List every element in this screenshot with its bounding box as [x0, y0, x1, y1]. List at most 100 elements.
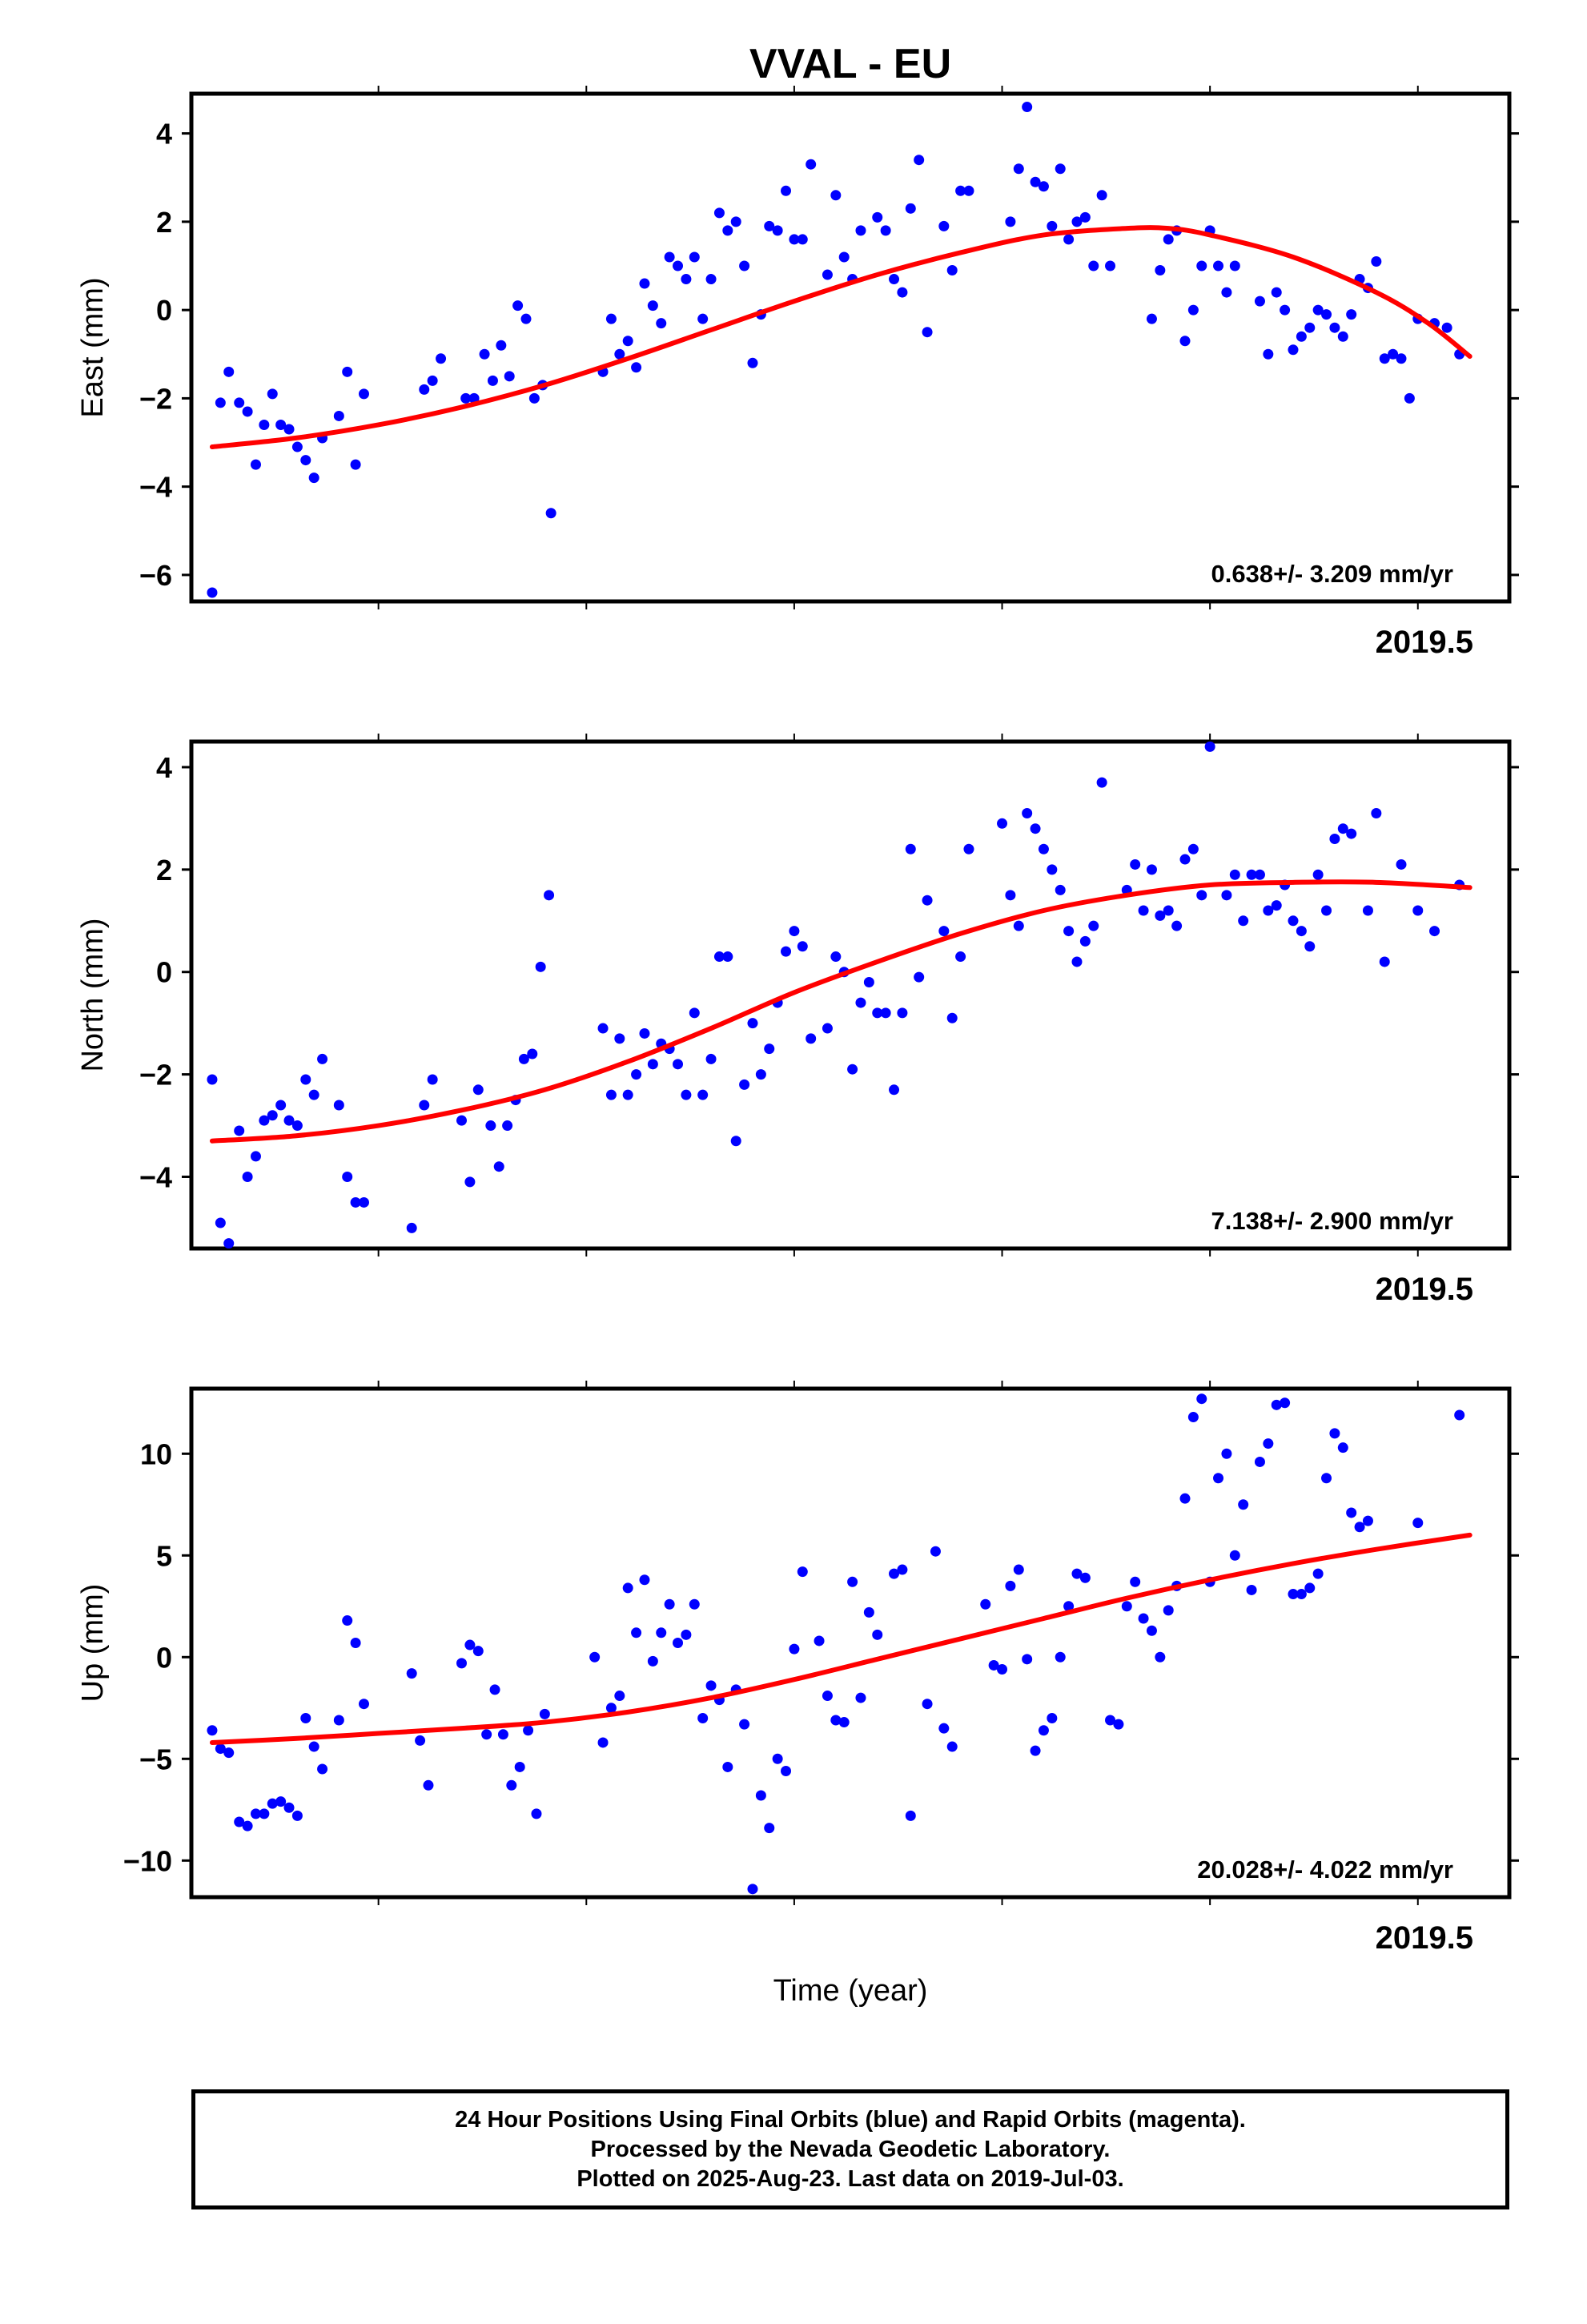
velocity-label: 7.138+/- 2.900 mm/yr [1211, 1207, 1453, 1235]
data-point [739, 1079, 750, 1090]
data-point [1371, 255, 1382, 267]
data-point [880, 225, 891, 236]
data-point [789, 234, 800, 245]
data-point [1362, 905, 1373, 916]
data-point [1329, 833, 1340, 844]
data-point [1246, 869, 1257, 880]
data-point [830, 951, 842, 963]
data-point [631, 1069, 642, 1080]
y-tick-label: 0 [156, 294, 172, 327]
data-point [605, 313, 617, 324]
data-point [631, 1627, 642, 1638]
data-point [880, 1007, 891, 1019]
data-point [308, 472, 319, 484]
data-point [1429, 926, 1440, 937]
data-point [317, 1053, 328, 1064]
data-point [487, 375, 498, 386]
data-point [1371, 808, 1382, 819]
data-point [1280, 304, 1291, 316]
data-point [1179, 854, 1191, 865]
data-point [722, 951, 733, 963]
data-point [333, 410, 344, 421]
x-tick-label: 2019.5 [1376, 1920, 1473, 1956]
data-point [242, 406, 253, 417]
data-point [855, 1692, 866, 1703]
data-point [1079, 211, 1091, 223]
data-point [223, 366, 235, 377]
panel-north: −4 −2 0 2 4 North (mm) 2019.5 7.138+/- 2.900 mm… [76, 734, 1519, 1307]
data-point [1096, 777, 1107, 788]
data-point [1013, 163, 1024, 175]
data-point [1047, 864, 1058, 875]
data-point [333, 1100, 344, 1111]
data-point [631, 362, 642, 373]
data-point [889, 1084, 900, 1096]
data-point [1130, 858, 1141, 870]
data-point [514, 1761, 525, 1772]
data-point [527, 1048, 538, 1059]
data-point [485, 1120, 496, 1132]
data-point [1288, 344, 1299, 356]
data-point [930, 1546, 941, 1557]
data-point [847, 1063, 858, 1075]
data-point [1296, 1589, 1307, 1600]
data-point [267, 388, 278, 400]
data-point [1263, 905, 1274, 916]
data-point [781, 946, 792, 957]
data-point [647, 1655, 658, 1667]
data-point [1271, 900, 1282, 911]
data-point [1088, 920, 1099, 931]
data-point [1071, 956, 1083, 967]
data-point [938, 926, 950, 937]
data-point [1171, 920, 1183, 931]
data-point [789, 926, 800, 937]
data-point [358, 388, 369, 400]
data-point [1013, 1564, 1024, 1575]
data-point [1238, 1499, 1249, 1510]
data-point [275, 1796, 287, 1807]
data-point [291, 441, 303, 452]
data-point [673, 260, 684, 271]
data-point [1196, 260, 1207, 271]
data-point [988, 1659, 999, 1671]
footer-caption-box: 24 Hour Positions Using Final Orbits (bl… [191, 2089, 1509, 2209]
data-point [806, 159, 817, 170]
data-point [814, 1635, 825, 1647]
data-point [259, 419, 270, 430]
data-point [481, 1729, 492, 1740]
data-point [897, 1564, 908, 1575]
data-point [539, 1708, 550, 1719]
data-point [1354, 1522, 1365, 1533]
data-point [946, 1741, 958, 1752]
data-point [523, 1725, 534, 1736]
data-point [1229, 869, 1240, 880]
data-point [300, 1712, 311, 1723]
data-point [1379, 956, 1390, 967]
data-point [897, 287, 908, 298]
data-point [1229, 1550, 1240, 1561]
data-point [830, 1715, 842, 1726]
data-point [1005, 890, 1016, 901]
data-point [797, 1566, 808, 1578]
data-point [1138, 905, 1149, 916]
data-point [300, 455, 311, 466]
data-point [358, 1699, 369, 1710]
data-point [1304, 1582, 1316, 1594]
data-point [905, 843, 916, 854]
data-point [997, 1664, 1008, 1675]
data-point [664, 1598, 675, 1610]
data-point [739, 260, 750, 271]
data-point [419, 1100, 430, 1111]
data-point [1155, 1651, 1166, 1663]
data-point [806, 1033, 817, 1044]
data-point [681, 1629, 692, 1640]
data-point [464, 1176, 476, 1188]
data-point [1254, 1456, 1265, 1467]
data-point [1263, 1438, 1274, 1449]
y-tick-label: 0 [156, 956, 172, 989]
panel-east: −6 −4 −2 0 2 4 East (mm) 2019.5 0.638+/- 3.209 m… [76, 86, 1519, 660]
y-tick-label: 2 [156, 206, 172, 239]
data-point [512, 300, 524, 312]
data-point [1138, 1613, 1149, 1624]
